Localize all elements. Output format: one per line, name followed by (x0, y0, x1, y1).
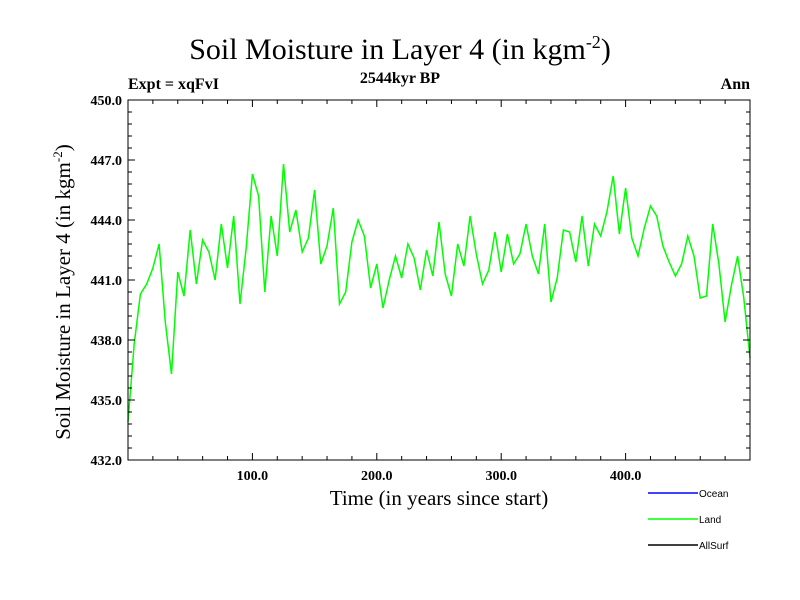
y-tick-label: 438.0 (91, 334, 123, 349)
x-tick-label: 400.0 (610, 469, 642, 484)
chart-title: Soil Moisture in Layer 4 (in kgm-2) (189, 32, 611, 66)
y-tick-label: 444.0 (91, 214, 123, 229)
y-tick-label: 435.0 (91, 394, 123, 409)
y-axis: 432.0 435.0 438.0 441.0 444.0 447.0 450.0 (91, 94, 750, 469)
x-tick-label: 200.0 (361, 469, 393, 484)
y-tick-label: 450.0 (91, 94, 123, 109)
x-axis: 100.0 200.0 300.0 400.0 (152, 100, 726, 484)
legend-label-ocean: Ocean (699, 489, 728, 500)
legend: Ocean Land AllSurf (648, 489, 729, 552)
experiment-label: Expt = xqFvI (128, 76, 219, 93)
series-layer (127, 163, 751, 423)
x-tick-label: 100.0 (237, 469, 269, 484)
y-tick-label: 441.0 (91, 274, 123, 289)
y-tick-label: 447.0 (91, 154, 123, 169)
series-line-land (127, 163, 751, 423)
legend-label-allsurf: AllSurf (699, 541, 729, 552)
y-tick-label: 432.0 (91, 454, 123, 469)
period-label: 2544kyr BP (359, 70, 441, 87)
plot-frame (127, 99, 751, 461)
x-tick-label: 300.0 (485, 469, 517, 484)
x-axis-label: Time (in years since start) (329, 486, 549, 510)
season-label: Ann (720, 76, 750, 93)
y-axis-label: Soil Moisture in Layer 4 (in kgm-2) (50, 144, 75, 440)
legend-label-land: Land (699, 515, 721, 526)
